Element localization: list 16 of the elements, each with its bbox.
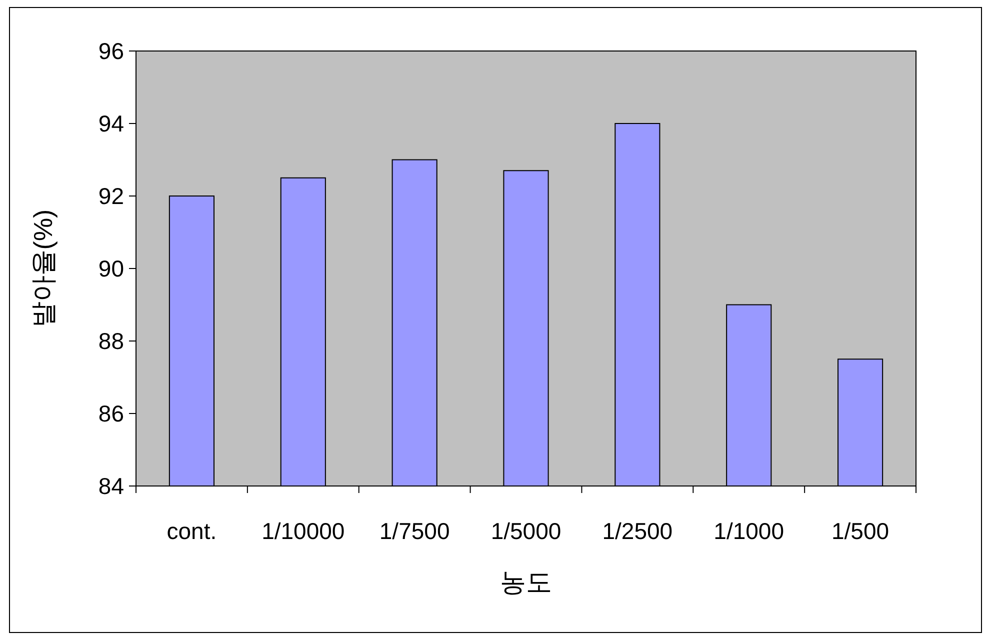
y-tick-label: 92	[98, 183, 124, 209]
x-tick-label: 1/10000	[262, 518, 345, 544]
x-tick-label: 1/500	[832, 518, 890, 544]
y-axis-title: 발아율(%)	[28, 209, 58, 328]
x-tick-label: 1/7500	[379, 518, 450, 544]
y-tick-label: 88	[98, 328, 124, 354]
x-tick-label: 1/2500	[602, 518, 673, 544]
x-tick-label: 1/1000	[714, 518, 784, 544]
x-axis-title: 농도	[500, 567, 552, 597]
y-tick-label: 94	[98, 110, 124, 136]
x-tick-label: 1/5000	[490, 518, 562, 544]
y-tick-label: 86	[98, 400, 124, 426]
y-tick-label: 84	[98, 473, 124, 499]
x-tick-label: cont.	[166, 518, 217, 544]
y-tick-label: 96	[98, 38, 124, 64]
y-tick-label: 90	[98, 256, 124, 282]
